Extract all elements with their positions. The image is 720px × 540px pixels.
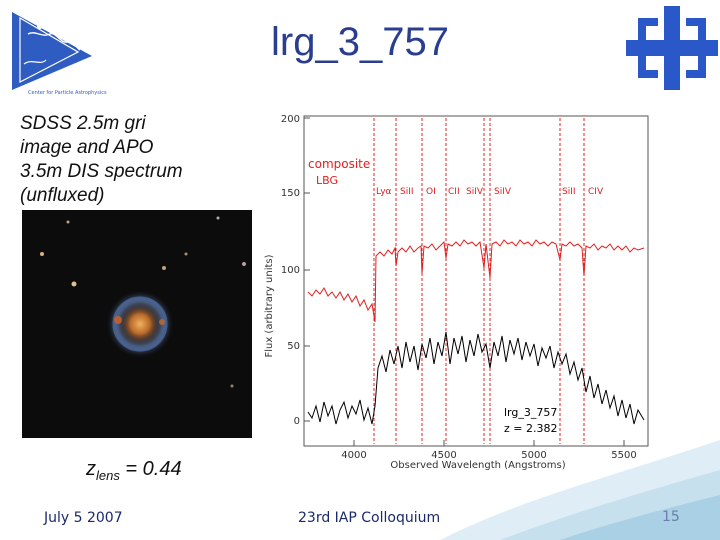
zlens-symbol: z <box>86 458 96 480</box>
caption-line: 3.5m DIS spectrum <box>20 161 183 182</box>
line-label: CII <box>448 187 460 197</box>
object-label: lrg_3_757 <box>504 406 557 419</box>
redshift-label: z = 2.382 <box>504 422 557 435</box>
line-label: SiII <box>562 187 576 197</box>
lens-redshift: zlens = 0.44 <box>86 458 182 483</box>
cpa-logo-text: Center for Particle Astrophysics <box>28 90 107 96</box>
cpa-logo: Center for Particle Astrophysics <box>12 12 107 96</box>
line-label: OI <box>426 187 436 197</box>
spectrum-plot: 200 150 100 50 0 Flux (arbitrary units) … <box>264 114 649 470</box>
line-label: CIV <box>588 187 604 197</box>
zlens-value: = 0.44 <box>119 458 182 480</box>
sdss-galaxy-image <box>22 210 252 438</box>
legend-lbg: LBG <box>316 174 338 187</box>
line-label: Lyα <box>376 187 392 197</box>
x-tick-label: 5500 <box>611 450 636 461</box>
composite-spectrum-line <box>307 239 645 323</box>
caption-line: SDSS 2.5m gri <box>20 113 146 134</box>
object-spectrum-line <box>307 331 645 425</box>
y-tick-label: 150 <box>281 188 300 199</box>
plot-frame <box>303 115 649 447</box>
page-number: 15 <box>662 509 680 525</box>
line-label: SiII <box>400 187 414 197</box>
footer-conference: 23rd IAP Colloquium <box>298 510 441 526</box>
y-tick-label: 100 <box>281 265 300 276</box>
caption-line: image and APO <box>20 137 154 158</box>
x-axis-label: Observed Wavelength (Angstroms) <box>390 460 565 470</box>
zlens-subscript: lens <box>96 468 120 483</box>
y-axis-label: Flux (arbitrary units) <box>264 254 275 357</box>
caption-line: (unfluxed) <box>20 185 105 206</box>
fermilab-logo <box>626 6 718 90</box>
line-label: SiIV <box>466 187 484 197</box>
x-tick-label: 4500 <box>431 450 456 461</box>
y-tick-label: 50 <box>287 341 300 352</box>
x-tick-label: 4000 <box>341 450 366 461</box>
footer-date: July 5 2007 <box>44 510 123 526</box>
line-label: SiIV <box>494 187 512 197</box>
slide-title: lrg_3_757 <box>271 20 449 64</box>
x-tick-label: 5000 <box>521 450 546 461</box>
y-tick-label: 0 <box>294 416 300 427</box>
legend-composite: composite <box>308 157 370 171</box>
image-caption: SDSS 2.5m gri image and APO 3.5m DIS spe… <box>20 112 260 208</box>
y-tick-label: 200 <box>281 114 300 125</box>
